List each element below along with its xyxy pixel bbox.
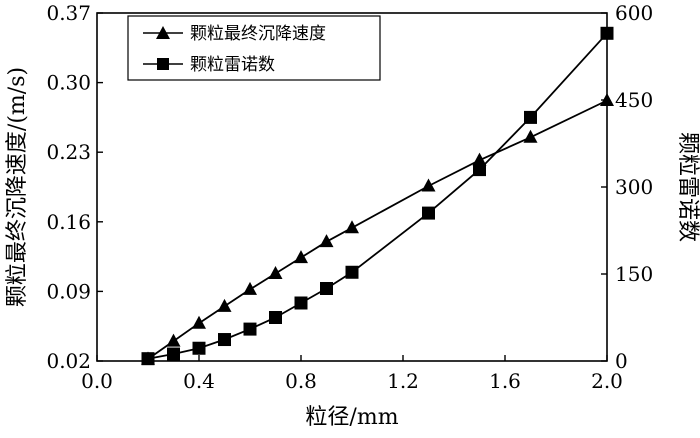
left-y-tick-label: 0.30 [46,71,91,95]
square-marker [600,26,614,40]
square-marker [320,282,333,295]
right-y-tick-label: 0 [615,349,628,373]
square-marker [345,265,359,279]
left-y-axis-title: 颗粒最终沉降速度/(m/s) [5,67,30,307]
right-y-tick-label: 150 [615,262,653,286]
legend-triangle-marker [156,26,170,39]
x-axis: 0.0 0.4 0.8 1.2 1.6 2.0 [81,355,623,393]
x-tick-label: 1.2 [387,369,419,393]
x-tick-label: 1.6 [489,369,521,393]
triangle-marker [217,298,232,312]
left-y-tick-label: 0.23 [46,140,91,164]
triangle-marker [421,178,436,192]
square-marker [141,352,155,366]
triangle-marker [345,220,359,234]
legend-box [127,15,381,81]
x-tick-label: 2.0 [591,369,623,393]
left-y-tick-label: 0.16 [46,210,91,234]
series-line-1 [147,99,608,360]
series-2 [141,26,614,366]
square-marker [192,341,206,355]
x-tick-label: 0.4 [183,369,215,393]
square-marker [243,322,257,336]
left-y-tick-label: 0.09 [46,279,91,303]
right-y-axis: 0 150 300 450 600 [601,1,653,373]
series-layer [141,26,614,366]
square-marker [167,347,180,361]
triangle-marker [294,250,308,264]
x-tick-label: 0.0 [81,369,113,393]
left-y-axis: 0.02 0.09 0.16 0.23 0.30 0.37 [46,1,103,373]
legend-label-velocity: 颗粒最终沉降速度 [190,24,326,44]
right-y-axis-title: 颗粒雷诺数 [675,132,700,242]
legend-square-marker [157,58,169,70]
series-line-2 [147,32,608,360]
triangle-marker [166,333,181,347]
left-y-tick-label: 0.02 [46,349,91,373]
triangle-marker [192,315,206,329]
square-marker [422,206,435,220]
series-1 [141,92,614,365]
square-marker [473,163,486,177]
right-y-tick-label: 300 [615,175,653,199]
triangle-marker [268,266,283,280]
square-marker [269,311,282,324]
square-marker [524,110,537,124]
triangle-marker [472,152,487,166]
x-tick-label: 0.8 [285,369,317,393]
triangle-marker [319,234,334,248]
triangle-marker [523,129,538,143]
left-y-tick-label: 0.37 [46,1,91,25]
x-axis-title: 粒径/mm [305,405,398,430]
triangle-marker [600,92,614,106]
right-y-tick-label: 600 [615,1,653,25]
square-marker [218,333,231,347]
legend: 颗粒最终沉降速度 颗粒雷诺数 [127,15,381,81]
legend-label-reynolds: 颗粒雷诺数 [190,55,275,75]
right-y-tick-label: 450 [615,88,653,112]
triangle-marker [243,281,257,295]
square-marker [294,296,308,310]
